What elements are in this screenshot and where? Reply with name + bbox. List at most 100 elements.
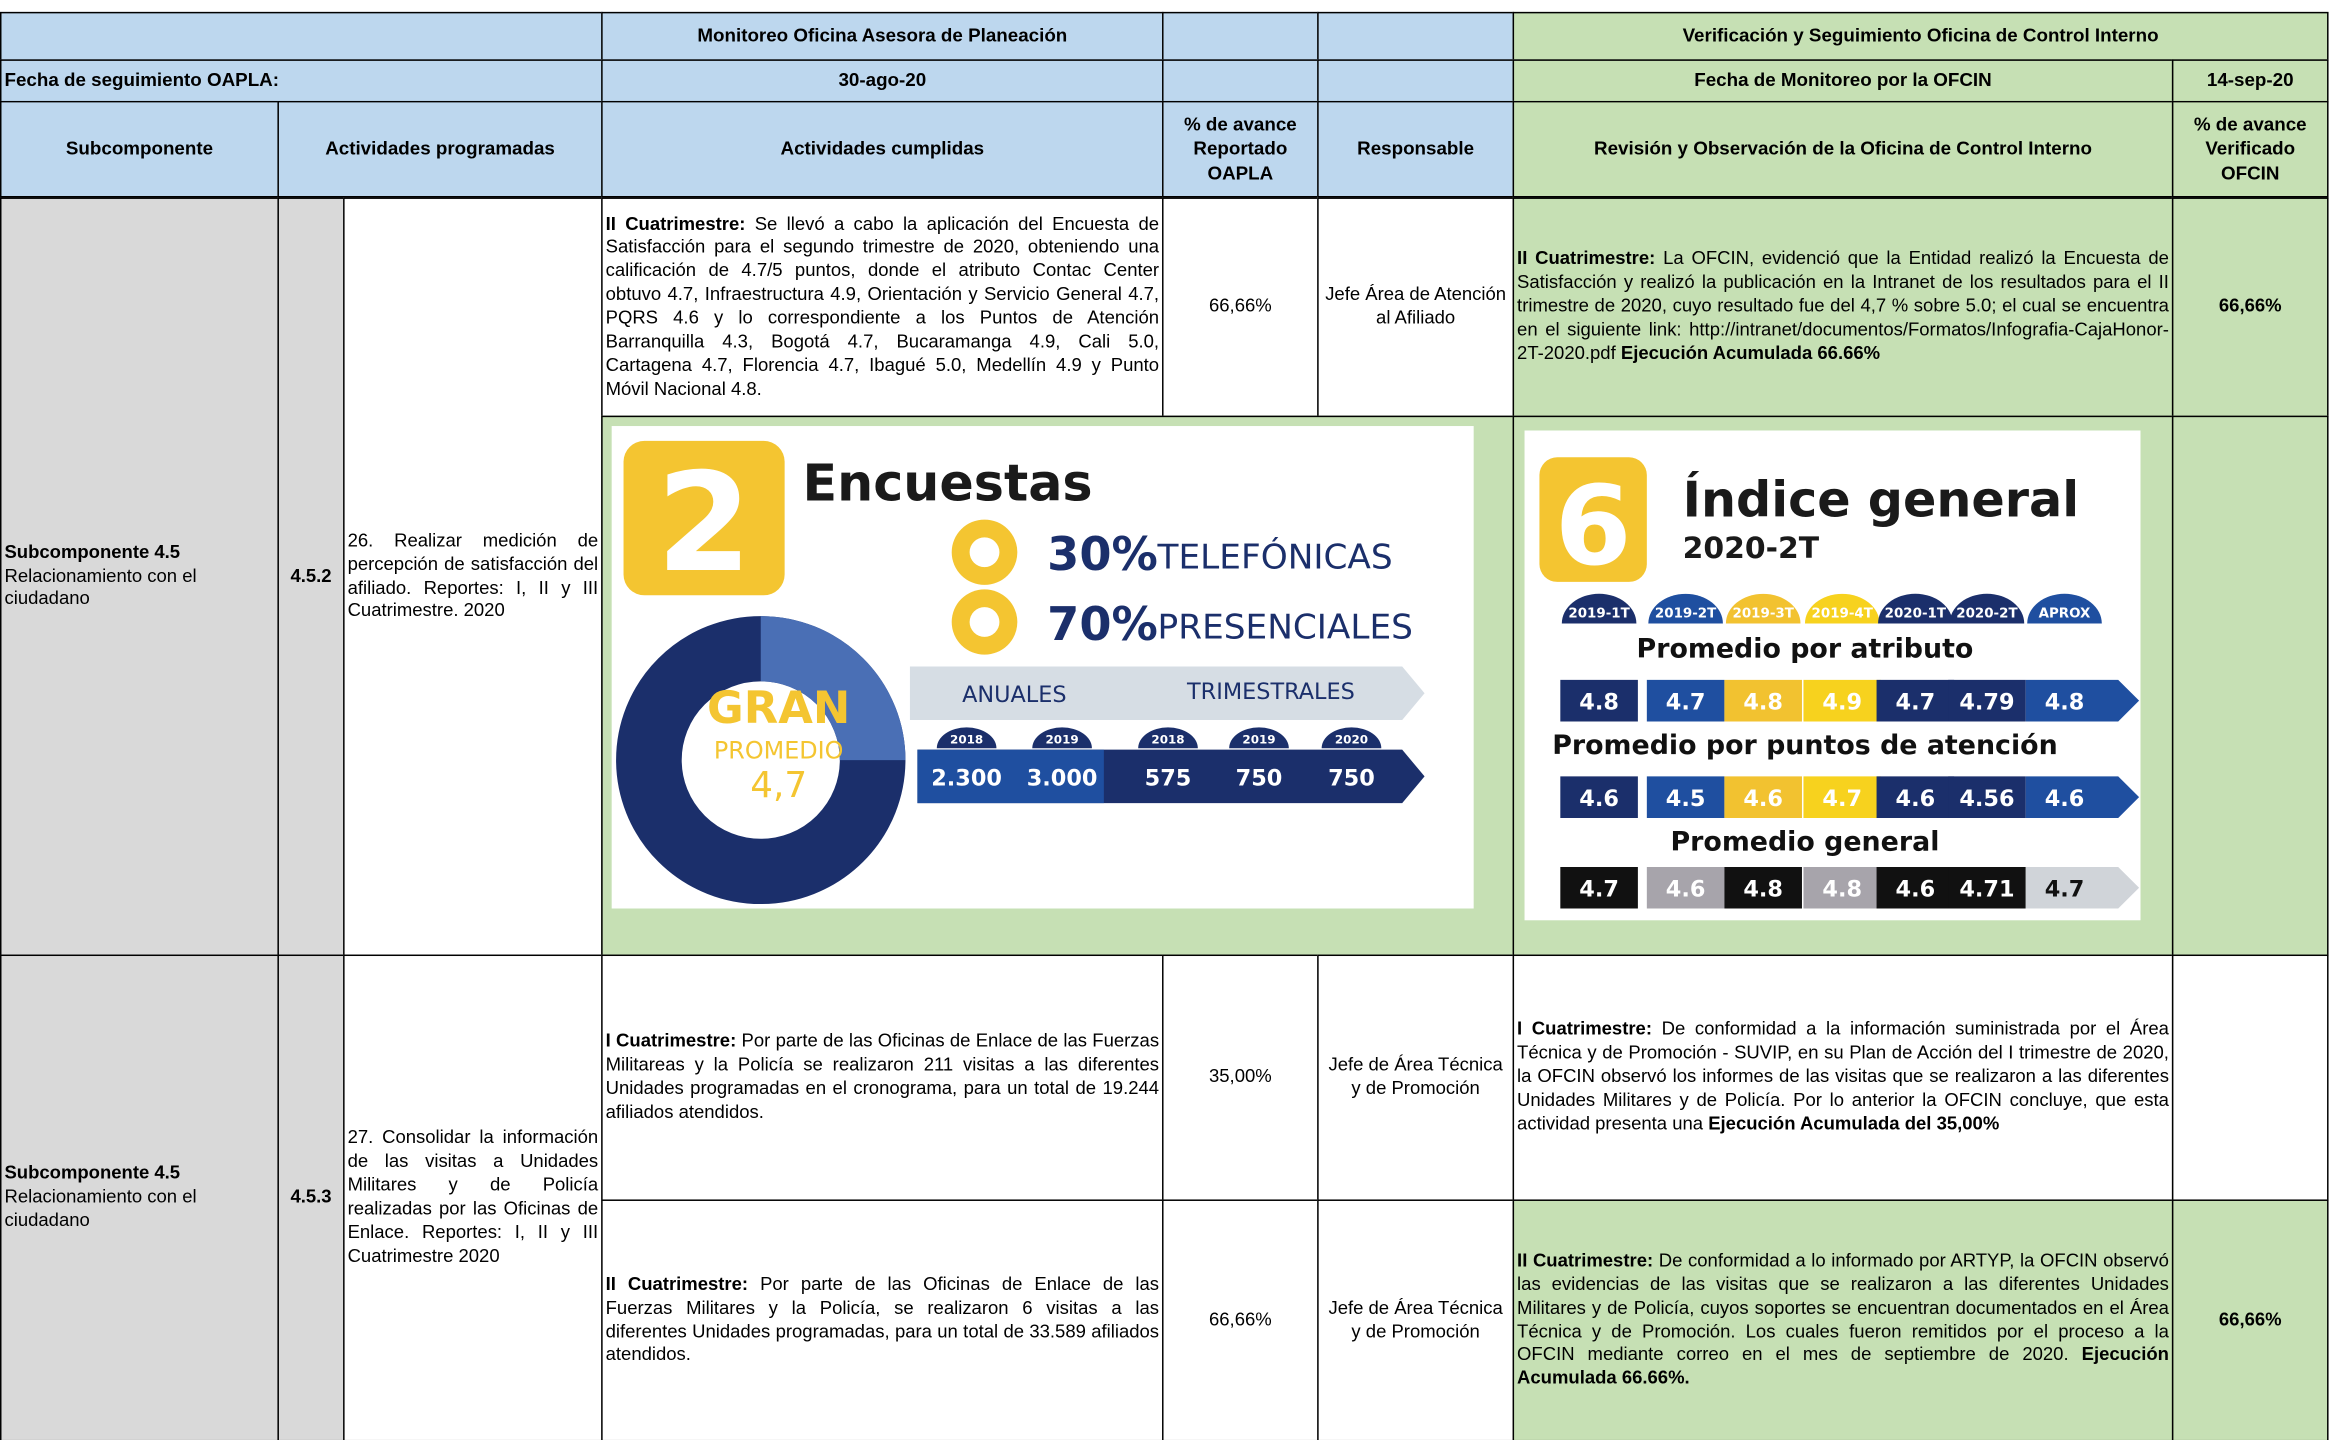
year-label: 2020 — [1335, 733, 1368, 747]
cell-text: Revisión y Observación de la Oficina de … — [1594, 138, 2092, 160]
period-value: 3.000 — [1027, 765, 1098, 791]
band-cell — [1948, 776, 2026, 818]
period-label: 2019-3T — [1733, 607, 1795, 622]
band-value: 4.6 — [1666, 877, 1706, 903]
band-title: Promedio general — [1671, 827, 1940, 858]
subcomponente-cell: Subcomponente 4.5 Relacionamiento con el… — [0, 197, 279, 957]
year-label: 2019 — [1242, 733, 1275, 747]
band-cell — [1948, 679, 2026, 722]
cell-text: Relacionamiento con el ciudadano — [4, 564, 197, 610]
band-cell — [1560, 866, 1638, 909]
cumplidas-cell: II Cuatrimestre: Por parte de las Oficin… — [601, 1199, 1164, 1440]
cell-text: De conformidad a la información suminist… — [1517, 1018, 2169, 1134]
band-value: 4.8 — [2045, 690, 2085, 716]
promedio-value: 4,7 — [750, 765, 807, 806]
cell-text: Subcomponente 4.5 — [4, 1162, 181, 1184]
activity-cell: 27. Consolidar la información de las vis… — [343, 954, 603, 1440]
band-title: Promedio por atributo — [1637, 634, 1974, 665]
header-cell: Verificación y Seguimiento Oficina de Co… — [1512, 11, 2329, 61]
cell-text: 4.5.2 — [290, 564, 332, 586]
header-cell: 30-ago-20 — [601, 59, 1164, 103]
year-bubble — [1032, 727, 1092, 749]
cell-text: 66,66% — [2218, 1308, 2282, 1330]
cell-text: Actividades cumplidas — [780, 138, 985, 160]
survey-pct: 30% — [1047, 527, 1158, 581]
cell-text: Ejecución Acumulada 66.66% — [1620, 342, 1881, 364]
cell-text: 30-ago-20 — [838, 70, 927, 92]
period-value: 750 — [1328, 765, 1375, 791]
column-header: Actividades programadas — [277, 100, 603, 199]
band-value: 4.5 — [1666, 786, 1706, 812]
cell-text: Verificación y Seguimiento Oficina de Co… — [1682, 25, 2159, 47]
cell-text: II Cuatrimestre: — [605, 1273, 749, 1295]
band-value: 4.7 — [2045, 877, 2085, 903]
header-cell — [1317, 59, 1515, 103]
year-label: 2018 — [950, 733, 983, 747]
cell-text: 66,66% — [1208, 295, 1272, 317]
code-cell: 4.5.3 — [277, 954, 345, 1440]
band-cell — [1803, 776, 1882, 818]
cell-text: Jefe de Área Técnica y de Promoción — [1328, 1296, 1503, 1342]
cell-text: De conformidad a lo informado por ARTYP,… — [1517, 1249, 2169, 1365]
cell-text: 35,00% — [1208, 1065, 1272, 1087]
promedio-label: PROMEDIO — [714, 737, 844, 765]
infographic-title: Índice general — [1683, 470, 2079, 529]
cell-text: Ejecución Acumulada 66.66%. — [1517, 1344, 2169, 1389]
number-badge — [623, 440, 785, 596]
image-cell — [2171, 415, 2329, 957]
donut-arc — [759, 616, 906, 762]
band-value: 4.8 — [1743, 877, 1783, 903]
period-label: 2020-2T — [1956, 607, 2018, 622]
period-bubble — [1878, 593, 1953, 624]
band-value: 4.71 — [1959, 877, 2014, 903]
band-cell — [1560, 679, 1638, 722]
promedio-title: GRAN — [707, 682, 850, 734]
year-bubble — [1138, 727, 1198, 749]
year-bubble — [1229, 727, 1289, 749]
band-cell — [1646, 776, 1725, 818]
icon — [969, 537, 1000, 568]
period-value: 575 — [1145, 765, 1192, 791]
band-cell — [1803, 866, 1882, 909]
cumplidas-cell: II Cuatrimestre: Se llevó a cabo la apli… — [601, 197, 1164, 418]
band-label: ANUALES — [962, 682, 1067, 708]
cell-text: II Cuatrimestre: — [1517, 1249, 1654, 1271]
period-bubble — [1804, 593, 1880, 624]
cell-text: Se llevó a cabo la aplicación del Encues… — [605, 213, 1160, 399]
column-header: Revisión y Observación de la Oficina de … — [1512, 100, 2174, 199]
period-bubble — [1648, 593, 1723, 624]
period-bubble — [1561, 593, 1637, 624]
year-bubble — [936, 727, 997, 749]
avance-cell: 66,66% — [1162, 1199, 1319, 1440]
responsable-cell: Jefe de Área Técnica y de Promoción — [1317, 1199, 1515, 1440]
period-value: 750 — [1236, 765, 1283, 791]
cell-text: 27. Consolidar la información de las vis… — [347, 1127, 599, 1266]
header-cell — [1317, 11, 1515, 61]
period-bubble — [2027, 593, 2102, 624]
revision-cell: II Cuatrimestre: De conformidad a lo inf… — [1512, 1199, 2174, 1440]
verificado-cell: 66,66% — [2171, 1199, 2329, 1440]
cell-text: Fecha de Monitoreo por la OFCIN — [1694, 70, 1992, 92]
responsable-cell: Jefe de Área Técnica y de Promoción — [1317, 954, 1515, 1201]
band-value: 4.9 — [1822, 690, 1862, 716]
period-label: 2020-1T — [1885, 607, 1947, 622]
column-header: % de avance Reportado OAPLA — [1162, 100, 1319, 199]
header-cell: Fecha de seguimiento OAPLA: — [0, 59, 603, 103]
cell-text: % de avance Reportado OAPLA — [1183, 114, 1297, 184]
year-bubble — [1321, 727, 1382, 749]
band-title: Promedio por puntos de atención — [1552, 730, 2057, 761]
badge-number: 2 — [656, 444, 751, 603]
header-cell: Monitoreo Oficina Asesora de Planeación — [601, 11, 1164, 61]
band-cell — [1803, 679, 1882, 722]
revision-cell: I Cuatrimestre: De conformidad a la info… — [1512, 954, 2174, 1201]
cell-text: 14-sep-20 — [2206, 70, 2294, 92]
band-cell — [1646, 866, 1725, 909]
band-value: 4.7 — [1822, 786, 1862, 812]
band-value: 4.7 — [1896, 690, 1936, 716]
value-band-part — [917, 749, 1104, 804]
activity-cell: 26. Realizar medición de percepción de s… — [343, 197, 603, 957]
period-label: 2019-4T — [1812, 607, 1874, 622]
band-cell — [1724, 866, 1802, 909]
